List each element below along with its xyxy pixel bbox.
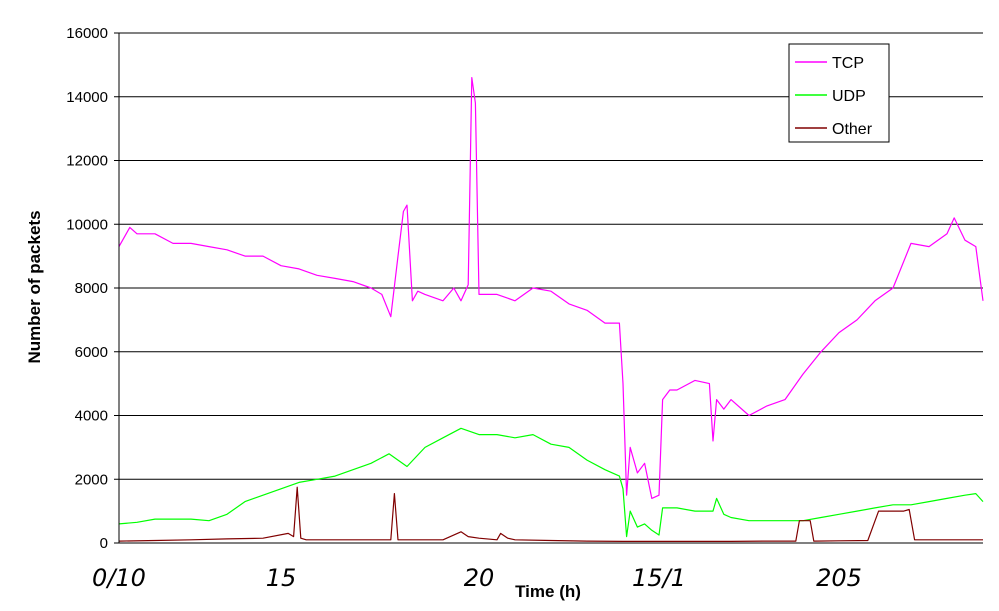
- y-axis-title: Number of packets: [25, 210, 44, 363]
- grid-lines: [119, 32, 983, 480]
- y-tick-label: 10000: [66, 216, 108, 233]
- y-tick-label: 8000: [75, 280, 108, 297]
- series-line-udp: [118, 427, 984, 538]
- y-tick-label: 4000: [75, 408, 108, 425]
- x-hand-label: 20: [464, 564, 495, 592]
- y-tick-label: 0: [100, 535, 108, 552]
- x-hand-label: 0/10: [92, 564, 146, 592]
- x-hand-label: 15: [266, 564, 297, 592]
- x-axis-handwritten-labels: 0/10 15 20 15/1 205: [92, 564, 862, 592]
- x-hand-label: 15/1: [632, 564, 686, 592]
- x-axis-title: Time (h): [515, 582, 581, 601]
- y-tick-label: 16000: [66, 25, 108, 42]
- y-tick-label: 12000: [66, 153, 108, 170]
- series-line-other: [118, 486, 983, 543]
- x-hand-label: 205: [816, 564, 862, 592]
- y-tick-label: 6000: [75, 344, 108, 361]
- legend-label-udp: UDP: [832, 88, 866, 105]
- series-lines: [118, 76, 984, 543]
- series-line-tcp: [118, 76, 984, 499]
- y-axis-ticks: 0 2000 4000 6000 8000 10000 12000 14000 16000: [66, 25, 119, 552]
- legend-label-other: Other: [832, 121, 873, 138]
- legend-box: [788, 43, 890, 143]
- legend: TCP UDP Other: [788, 43, 890, 143]
- legend-label-tcp: TCP: [832, 55, 864, 72]
- y-tick-label: 14000: [66, 89, 108, 106]
- y-tick-label: 2000: [75, 471, 108, 488]
